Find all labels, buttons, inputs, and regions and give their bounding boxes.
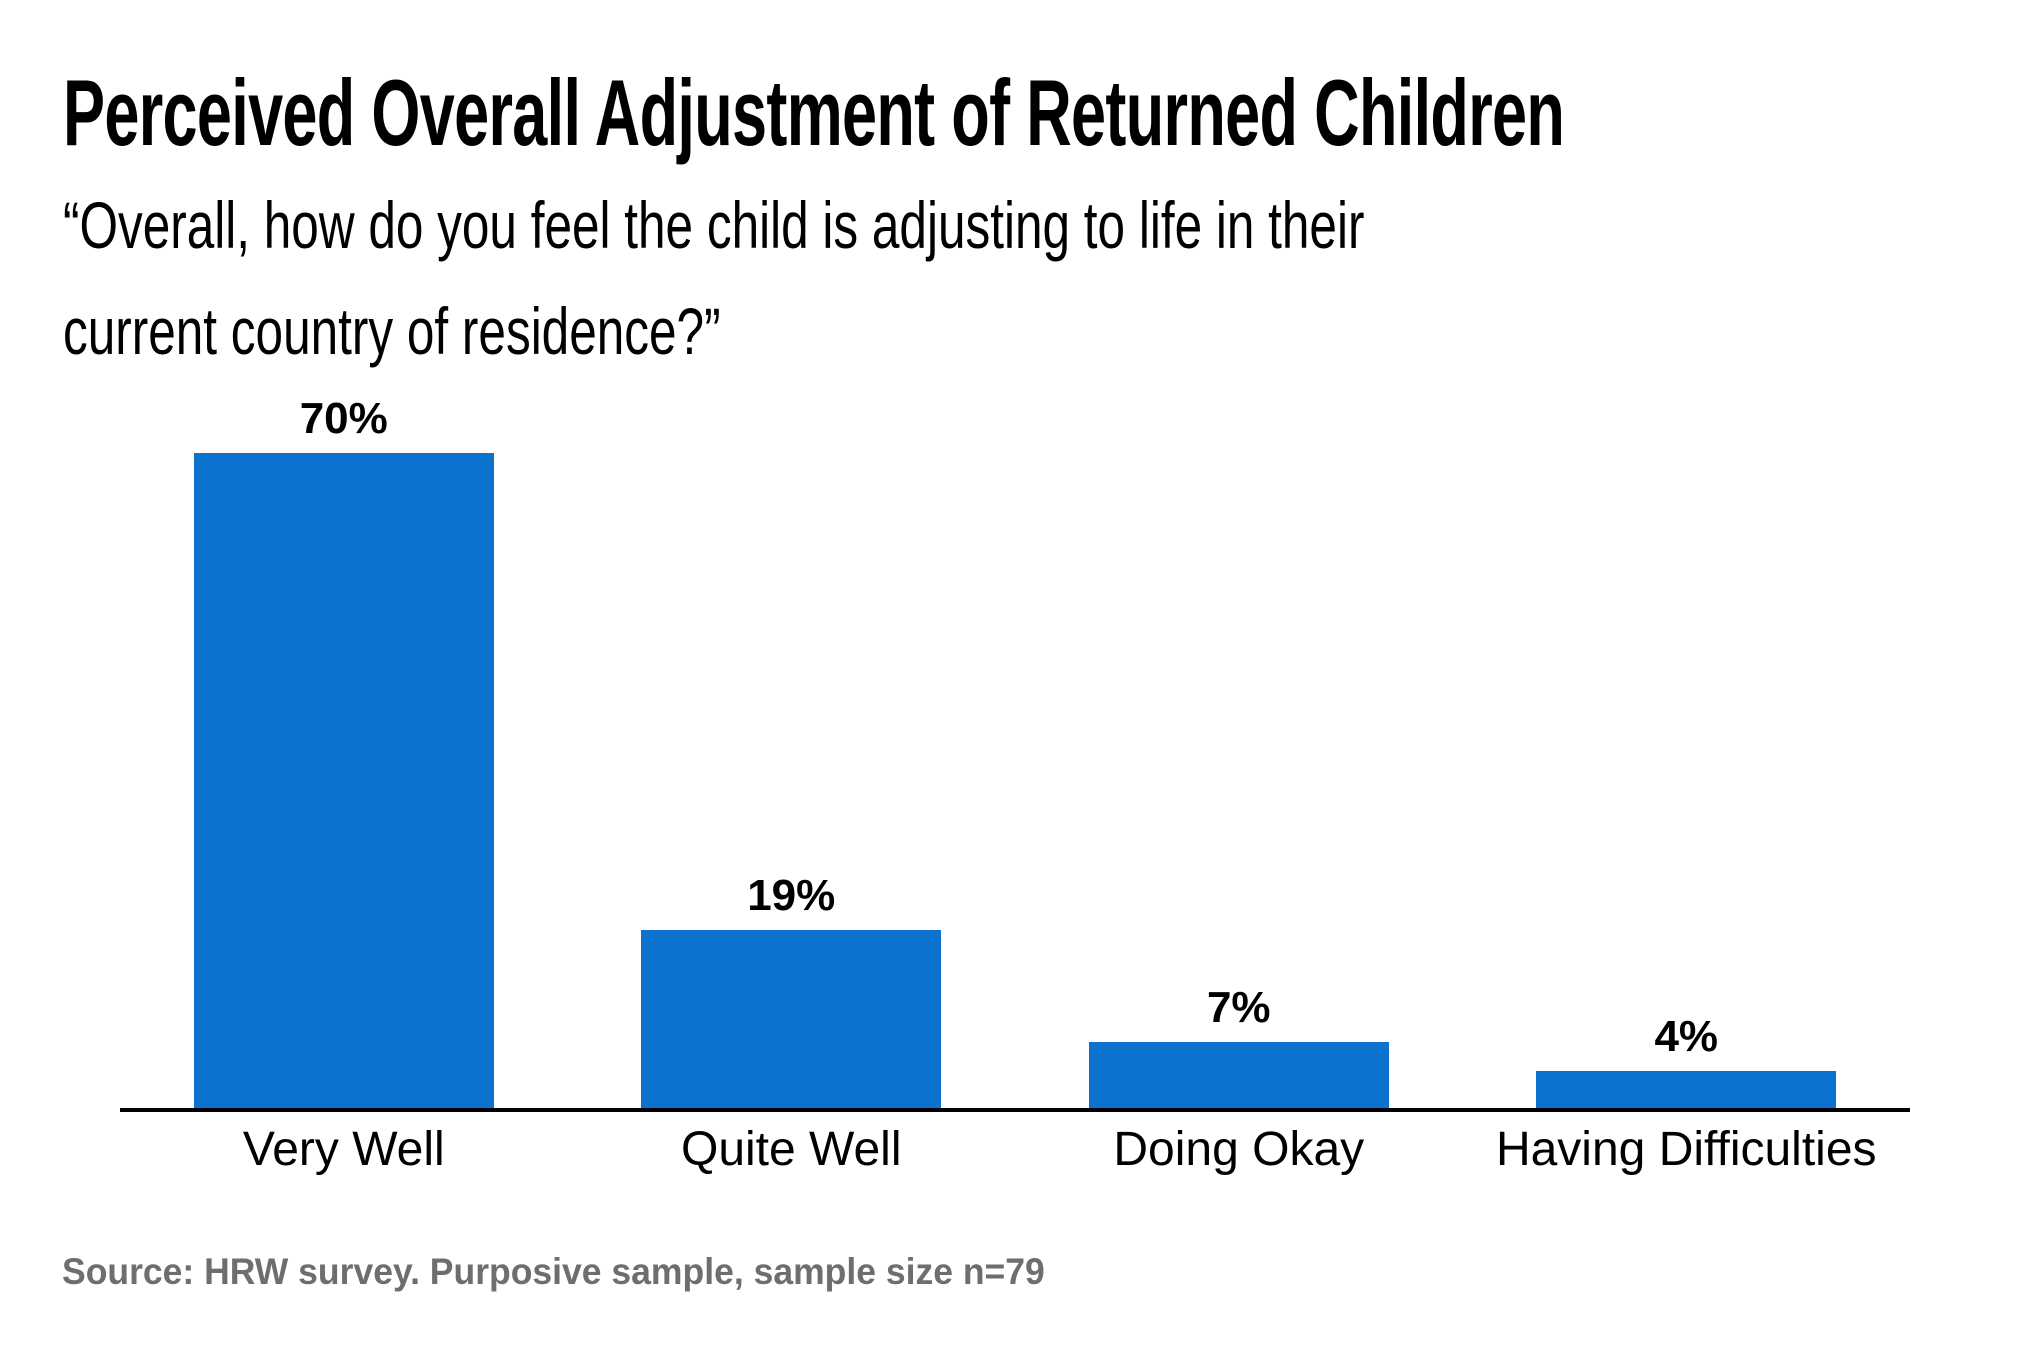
bar-value-label-having-difficulties: 4% [1654, 1012, 1719, 1061]
bar-value-label-quite-well: 19% [747, 871, 836, 920]
bar-quite-well [641, 930, 942, 1108]
chart-subtitle-line-2: current country of residence?” [63, 294, 721, 368]
category-label-having-difficulties: Having Difficulties [1495, 1123, 1877, 1176]
source-note: Source: HRW survey. Purposive sample, sa… [62, 1251, 1045, 1292]
category-label-very-well: Very Well [242, 1123, 445, 1176]
category-label-quite-well: Quite Well [680, 1123, 902, 1176]
bar-very-well [193, 453, 494, 1108]
chart-subtitle-line-1: “Overall, how do you feel the child is a… [63, 188, 1365, 262]
chart-title: Perceived Overall Adjustment of Returned… [63, 60, 1565, 165]
category-label-doing-okay: Doing Okay [1113, 1123, 1365, 1176]
bar-value-label-doing-okay: 7% [1206, 983, 1271, 1032]
x-axis-line [120, 1108, 1910, 1112]
bar-value-label-very-well: 70% [299, 394, 388, 443]
bar-doing-okay [1088, 1042, 1389, 1108]
chart-subtitle: “Overall, how do you feel the child is a… [63, 172, 1364, 384]
bar-having-difficulties [1536, 1071, 1837, 1108]
